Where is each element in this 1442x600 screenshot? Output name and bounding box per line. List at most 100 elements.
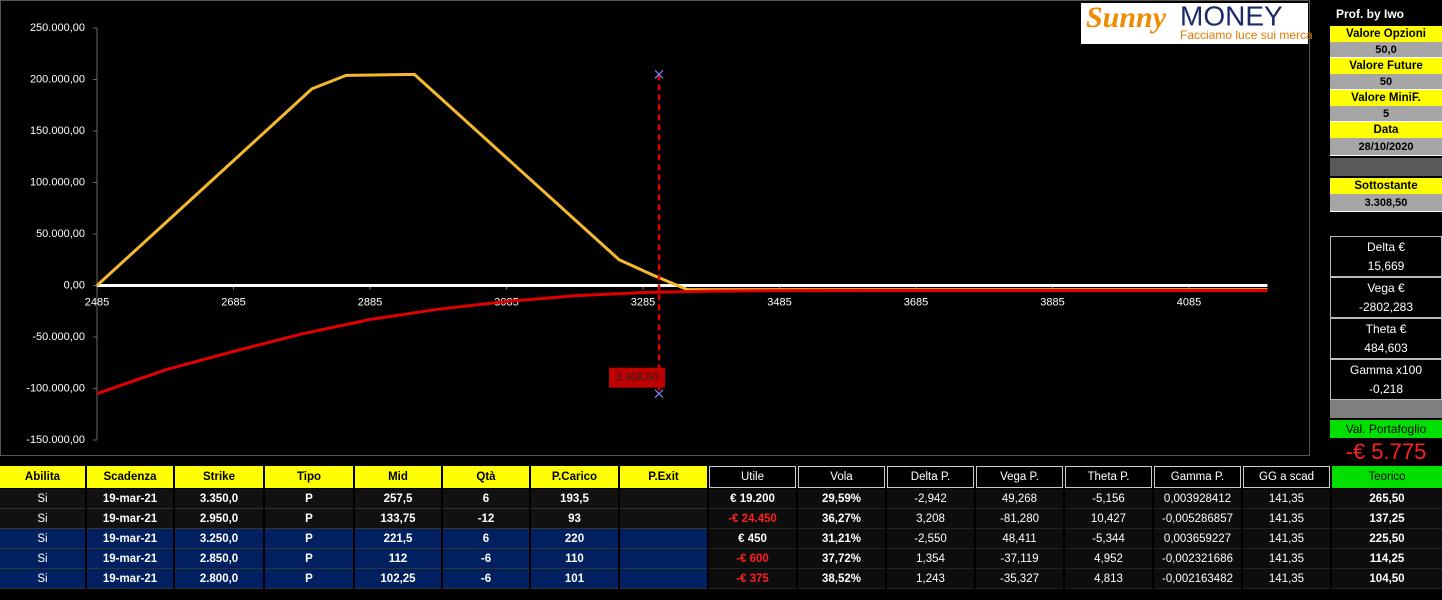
spacer bbox=[1330, 400, 1442, 418]
column-header: Strike bbox=[175, 466, 263, 488]
field-label: Valore MiniF. bbox=[1330, 90, 1442, 106]
field-value: 50 bbox=[1330, 74, 1442, 90]
table-cell: -2,550 bbox=[887, 529, 974, 549]
x-tick-label: 2885 bbox=[358, 296, 382, 308]
marker-cross bbox=[654, 389, 664, 399]
table-cell: -2,942 bbox=[887, 489, 974, 509]
column-header: Qtà bbox=[443, 466, 529, 488]
table-cell: P bbox=[265, 489, 353, 509]
column-header: Vega P. bbox=[976, 466, 1063, 488]
table-cell: 38,52% bbox=[798, 569, 885, 589]
table-cell: 10,427 bbox=[1065, 509, 1152, 529]
table-cell: -€ 600 bbox=[709, 549, 796, 569]
table-cell: 19-mar-21 bbox=[87, 569, 173, 589]
table-cell: 110 bbox=[531, 549, 618, 569]
table-cell: 101 bbox=[531, 569, 618, 589]
table-cell: Si bbox=[0, 489, 85, 509]
y-tick-label: 250.000,00 bbox=[30, 22, 85, 34]
greek-box bbox=[1330, 359, 1442, 400]
table-cell: -0,002163482 bbox=[1154, 569, 1241, 589]
field-value: 5 bbox=[1330, 106, 1442, 122]
greek-box bbox=[1330, 318, 1442, 359]
table-cell: -37,119 bbox=[976, 549, 1063, 569]
table-cell: 0,003659227 bbox=[1154, 529, 1241, 549]
column-header: GG a scad bbox=[1243, 466, 1330, 488]
y-tick-label: 50.000,00 bbox=[36, 228, 85, 240]
table-cell: 141,35 bbox=[1243, 569, 1330, 589]
greek-value: -2802,283 bbox=[1358, 300, 1414, 314]
greek-value: -0,218 bbox=[1368, 382, 1404, 396]
table-cell: 112 bbox=[355, 549, 441, 569]
table-cell: 2.850,0 bbox=[175, 549, 263, 569]
column-header: Theta P. bbox=[1065, 466, 1152, 488]
greek-label: Vega € bbox=[1367, 281, 1405, 295]
table-cell: 2.800,0 bbox=[175, 569, 263, 589]
table-cell: 19-mar-21 bbox=[87, 529, 173, 549]
greek-label: Gamma x100 bbox=[1349, 363, 1423, 377]
greek-value: 484,603 bbox=[1364, 341, 1408, 355]
table-cell: 141,35 bbox=[1243, 529, 1330, 549]
portfolio-label: Val. Portafoglio bbox=[1330, 420, 1442, 438]
logo-brand: Sunny bbox=[1086, 1, 1167, 34]
y-tick-label: 150.000,00 bbox=[30, 125, 85, 137]
field-label: Valore Future bbox=[1330, 58, 1442, 74]
table-cell: 141,35 bbox=[1243, 509, 1330, 529]
column-header: Utile bbox=[709, 466, 796, 488]
field-label: Data bbox=[1330, 122, 1442, 138]
table-cell: 36,27% bbox=[798, 509, 885, 529]
table-cell: 220 bbox=[531, 529, 618, 549]
table-cell: Si bbox=[0, 549, 85, 569]
table-cell: 49,268 bbox=[976, 489, 1063, 509]
table-cell: -12 bbox=[443, 509, 529, 529]
greek-label: Delta € bbox=[1366, 240, 1406, 254]
table-cell: -6 bbox=[443, 549, 529, 569]
column-header: Teorico bbox=[1332, 466, 1442, 488]
table-cell: 0,003928412 bbox=[1154, 489, 1241, 509]
table-cell: 265,50 bbox=[1332, 489, 1442, 509]
table-cell: -5,344 bbox=[1065, 529, 1152, 549]
field-label: Valore Opzioni bbox=[1330, 26, 1442, 42]
column-header: Tipo bbox=[265, 466, 353, 488]
y-tick-label: -50.000,00 bbox=[32, 331, 85, 343]
table-cell: -0,005286857 bbox=[1154, 509, 1241, 529]
table-cell: 19-mar-21 bbox=[87, 489, 173, 509]
table-cell: 1,243 bbox=[887, 569, 974, 589]
x-tick-label: 4085 bbox=[1177, 296, 1201, 308]
x-tick-label: 3285 bbox=[631, 296, 655, 308]
x-tick-label: 3685 bbox=[904, 296, 928, 308]
column-header: Mid bbox=[355, 466, 441, 488]
y-tick-label: 200.000,00 bbox=[30, 73, 85, 85]
table-cell: 19-mar-21 bbox=[87, 509, 173, 529]
y-tick-label: 100.000,00 bbox=[30, 176, 85, 188]
table-cell: Si bbox=[0, 509, 85, 529]
column-header: Delta P. bbox=[887, 466, 974, 488]
table-cell: P bbox=[265, 509, 353, 529]
table-cell: 221,5 bbox=[355, 529, 441, 549]
chart: Sunny MONEY Facciamo luce sui mercati 25… bbox=[0, 0, 1312, 456]
panel-title: Prof. by Iwo bbox=[1330, 4, 1442, 24]
x-tick-label: 2685 bbox=[221, 296, 245, 308]
table-cell: 4,952 bbox=[1065, 549, 1152, 569]
table-cell: 141,35 bbox=[1243, 489, 1330, 509]
table-cell: € 19.200 bbox=[709, 489, 796, 509]
column-header: Scadenza bbox=[87, 466, 173, 488]
table-cell bbox=[620, 489, 707, 509]
table-cell: 6 bbox=[443, 489, 529, 509]
table-cell: -35,327 bbox=[976, 569, 1063, 589]
x-tick-label: 2485 bbox=[85, 296, 109, 308]
table-cell bbox=[620, 509, 707, 529]
table-cell: 3.250,0 bbox=[175, 529, 263, 549]
table-cell: 6 bbox=[443, 529, 529, 549]
spacer bbox=[1330, 158, 1442, 176]
table-cell: -0,002321686 bbox=[1154, 549, 1241, 569]
greek-value: 15,669 bbox=[1367, 259, 1405, 273]
table-cell: -6 bbox=[443, 569, 529, 589]
column-header: Vola bbox=[798, 466, 885, 488]
table-cell: 225,50 bbox=[1332, 529, 1442, 549]
table-cell: 114,25 bbox=[1332, 549, 1442, 569]
table-cell: -5,156 bbox=[1065, 489, 1152, 509]
table-cell: 1,354 bbox=[887, 549, 974, 569]
table-cell: 48,411 bbox=[976, 529, 1063, 549]
table-cell bbox=[620, 529, 707, 549]
table-cell: P bbox=[265, 529, 353, 549]
